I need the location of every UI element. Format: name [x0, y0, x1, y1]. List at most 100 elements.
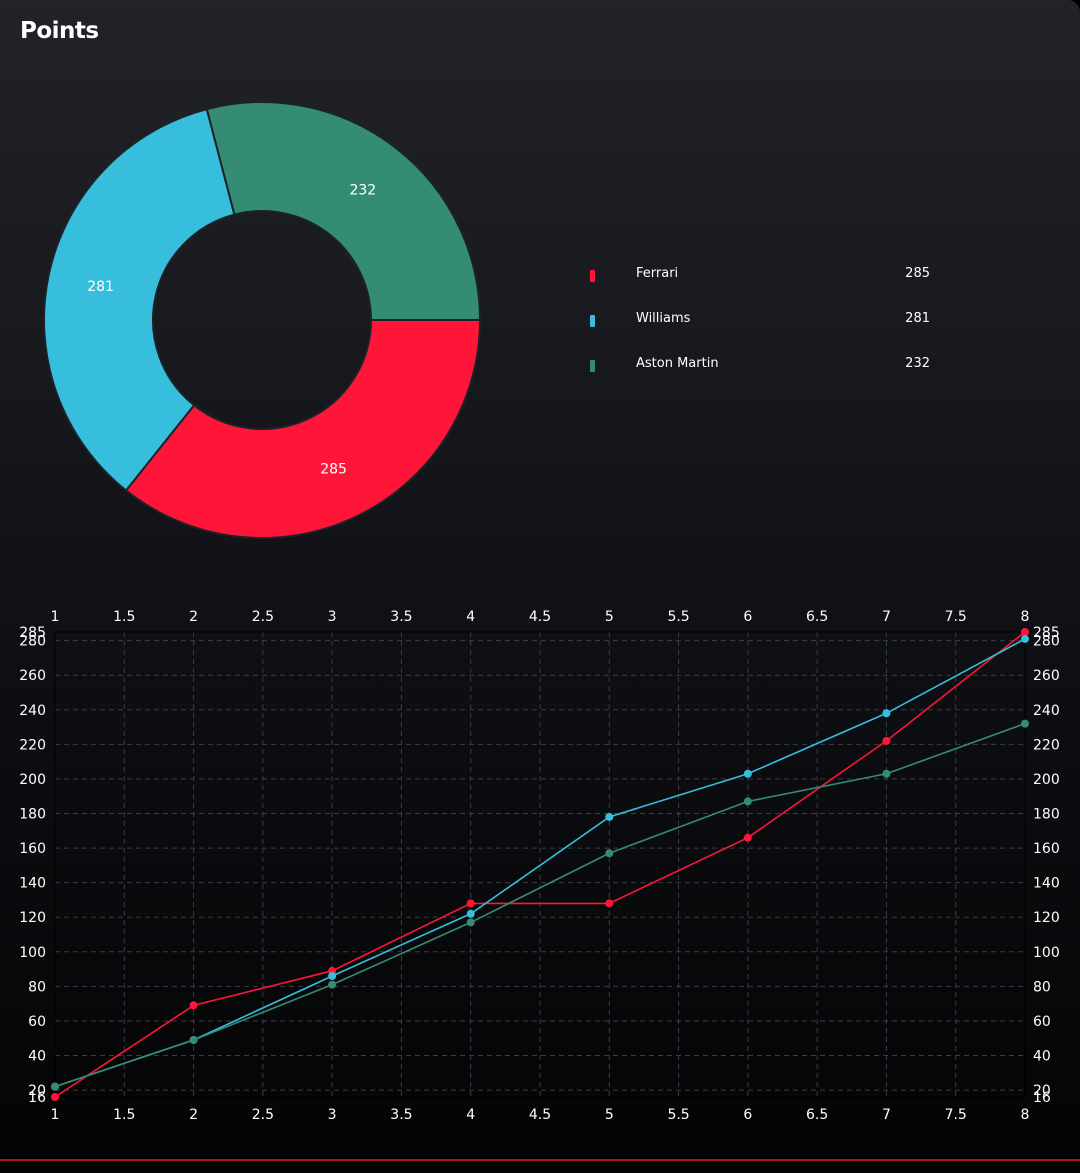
y-tick-label: 260	[19, 668, 46, 684]
x-tick-label: 7	[882, 1107, 891, 1123]
y-tick-label: 60	[1033, 1014, 1051, 1030]
y-tick-label: 280	[1033, 634, 1060, 650]
data-point-ferrari[interactable]	[189, 1001, 198, 1010]
x-tick-label: 4	[466, 609, 475, 625]
legend-swatch	[590, 360, 595, 372]
legend-item[interactable]: Williams 281	[590, 311, 930, 331]
y-tick-label: 260	[1033, 668, 1060, 684]
y-tick-label: 120	[19, 910, 46, 926]
y-tick-label: 280	[19, 634, 46, 650]
donut-slice-aston-martin[interactable]	[205, 101, 482, 321]
legend-swatch	[590, 315, 595, 327]
y-tick-label: 100	[19, 945, 46, 961]
legend-label: Aston Martin	[636, 356, 719, 371]
y-tick-label: 120	[1033, 910, 1060, 926]
data-point-williams[interactable]	[466, 909, 475, 918]
x-tick-label: 3.5	[390, 609, 412, 625]
legend-label: Ferrari	[636, 266, 679, 281]
y-tick-label: 160	[19, 841, 46, 857]
y-tick-label: 100	[1033, 945, 1060, 961]
data-point-ferrari[interactable]	[1021, 628, 1029, 636]
y-tick-label: 240	[1033, 703, 1060, 719]
x-tick-label: 5.5	[667, 1107, 689, 1123]
x-tick-label: 1.5	[113, 609, 135, 625]
donut-slice-ferrari[interactable]	[124, 319, 482, 539]
y-tick-label: 80	[1033, 979, 1051, 995]
y-tick-label: 20	[28, 1083, 46, 1099]
donut-slice-label: 285	[320, 462, 347, 478]
donut-slice-williams[interactable]	[43, 107, 236, 492]
y-tick-label: 40	[1033, 1049, 1051, 1065]
x-tick-label: 1	[51, 609, 60, 625]
x-tick-label: 5	[605, 1107, 614, 1123]
bottom-accent-line	[0, 1159, 1080, 1161]
y-tick-label: 200	[1033, 772, 1060, 788]
data-point-aston-martin[interactable]	[882, 769, 891, 778]
donut-slice-label: 281	[87, 279, 114, 295]
x-tick-label: 7	[882, 609, 891, 625]
data-point-aston-martin[interactable]	[328, 980, 337, 989]
series-line-williams	[54, 638, 1026, 1088]
data-point-aston-martin[interactable]	[605, 849, 614, 858]
x-tick-label: 6.5	[806, 609, 828, 625]
x-tick-label: 3.5	[390, 1107, 412, 1123]
data-point-aston-martin[interactable]	[466, 918, 475, 927]
y-tick-label: 285	[1033, 625, 1060, 641]
points-donut-chart: 285 281 232	[43, 101, 482, 539]
y-tick-label: 40	[28, 1049, 46, 1065]
x-tick-label: 5	[605, 609, 614, 625]
y-tick-label: 220	[1033, 737, 1060, 753]
x-tick-label: 4.5	[529, 609, 551, 625]
y-tick-label: 285	[19, 625, 46, 641]
y-tick-label: 180	[19, 807, 46, 823]
donut-slice-label: 232	[349, 182, 376, 198]
x-tick-label: 5.5	[667, 609, 689, 625]
x-tick-label: 3	[328, 1107, 337, 1123]
x-tick-label: 7.5	[945, 1107, 967, 1123]
x-tick-label: 6	[743, 609, 752, 625]
series-line-ferrari	[54, 631, 1026, 1098]
y-tick-label: 240	[19, 703, 46, 719]
x-tick-label: 2	[189, 1107, 198, 1123]
legend-item[interactable]: Ferrari 285	[590, 266, 930, 286]
x-tick-label: 8	[1021, 609, 1030, 625]
legend-value: 281	[905, 311, 930, 326]
x-tick-label: 4	[466, 1107, 475, 1123]
data-point-ferrari[interactable]	[743, 833, 752, 842]
y-tick-label: 20	[1033, 1083, 1051, 1099]
data-point-aston-martin[interactable]	[51, 1082, 59, 1091]
x-tick-label: 2.5	[252, 609, 274, 625]
x-tick-label: 8	[1021, 1107, 1030, 1123]
x-tick-label: 3	[328, 609, 337, 625]
data-point-williams[interactable]	[882, 709, 891, 718]
data-point-ferrari[interactable]	[605, 899, 614, 908]
y-tick-label: 140	[1033, 876, 1060, 892]
y-tick-label: 16	[28, 1090, 46, 1106]
panel-title: Points	[20, 18, 99, 44]
data-point-aston-martin[interactable]	[1021, 719, 1029, 728]
legend-swatch	[590, 270, 595, 282]
data-point-williams[interactable]	[1021, 634, 1029, 643]
x-tick-label: 2.5	[252, 1107, 274, 1123]
data-point-ferrari[interactable]	[466, 899, 475, 908]
x-tick-label: 4.5	[529, 1107, 551, 1123]
data-point-aston-martin[interactable]	[189, 1035, 198, 1044]
y-tick-label: 180	[1033, 807, 1060, 823]
data-point-williams[interactable]	[743, 769, 752, 778]
series-line-aston-martin	[54, 722, 1026, 1088]
data-point-williams[interactable]	[328, 971, 337, 980]
x-tick-label: 7.5	[945, 609, 967, 625]
y-tick-label: 60	[28, 1014, 46, 1030]
data-point-aston-martin[interactable]	[743, 797, 752, 806]
y-tick-label: 16	[1033, 1090, 1051, 1106]
x-tick-label: 1.5	[113, 1107, 135, 1123]
data-point-williams[interactable]	[605, 812, 614, 821]
legend-item[interactable]: Aston Martin 232	[590, 356, 930, 376]
legend-value: 285	[905, 266, 930, 281]
x-tick-label: 1	[51, 1107, 60, 1123]
data-point-ferrari[interactable]	[51, 1093, 59, 1101]
data-point-ferrari[interactable]	[882, 736, 891, 745]
y-tick-label: 200	[19, 772, 46, 788]
